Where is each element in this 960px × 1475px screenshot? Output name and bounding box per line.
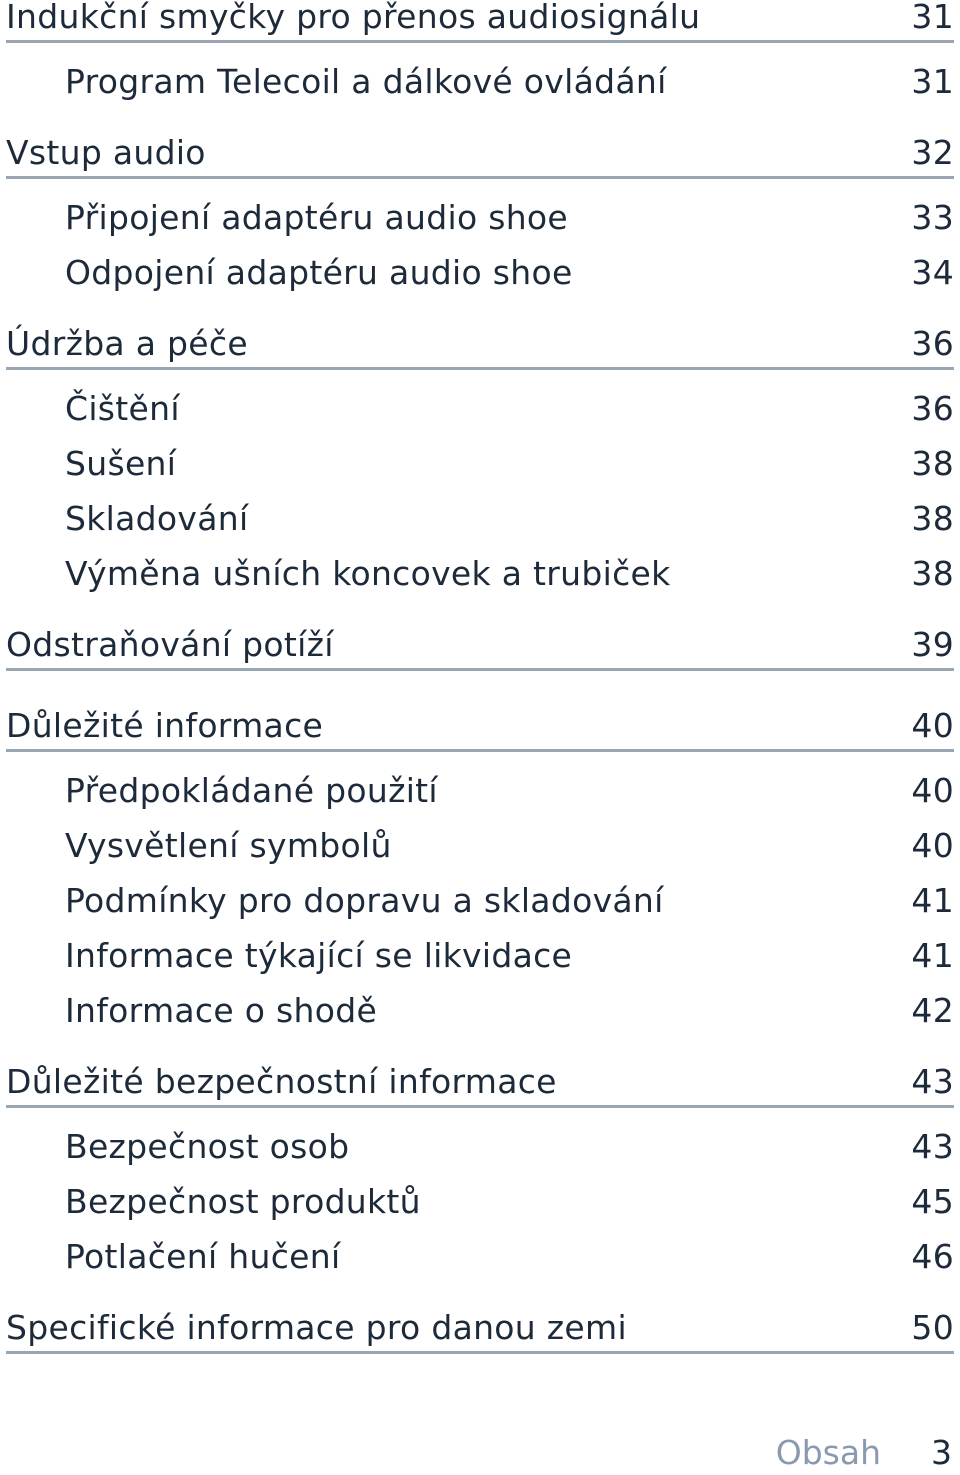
toc-section: Údržba a péče 36 Čištění 36 Sušení 38 Sk… bbox=[6, 327, 954, 601]
toc-entry-title: Předpokládané použití bbox=[65, 771, 438, 810]
toc-entry-title: Bezpečnost osob bbox=[65, 1127, 350, 1166]
toc-entry[interactable]: Informace o shodě 42 bbox=[6, 983, 954, 1038]
toc-entry-title: Program Telecoil a dálkové ovládání bbox=[65, 62, 667, 101]
toc-entry-page: 40 bbox=[911, 771, 954, 810]
toc-heading[interactable]: Specifické informace pro danou zemi 50 bbox=[6, 1311, 954, 1354]
toc-entry-title: Skladování bbox=[65, 499, 249, 538]
toc-heading-page: 36 bbox=[911, 324, 954, 363]
toc-heading-title: Specifické informace pro danou zemi bbox=[6, 1308, 627, 1347]
toc-heading-page: 43 bbox=[911, 1062, 954, 1101]
toc-entry[interactable]: Sušení 38 bbox=[6, 436, 954, 491]
toc-entry[interactable]: Bezpečnost produktů 45 bbox=[6, 1174, 954, 1229]
table-of-contents: Indukční smyčky pro přenos audiosignálu … bbox=[6, 0, 954, 1365]
toc-entry[interactable]: Podmínky pro dopravu a skladování 41 bbox=[6, 873, 954, 928]
toc-entry-title: Výměna ušních koncovek a trubiček bbox=[65, 554, 671, 593]
toc-entry[interactable]: Odpojení adaptéru audio shoe 34 bbox=[6, 245, 954, 300]
toc-entry[interactable]: Bezpečnost osob 43 bbox=[6, 1119, 954, 1174]
toc-entry-page: 33 bbox=[911, 198, 954, 237]
toc-section: Indukční smyčky pro přenos audiosignálu … bbox=[6, 0, 954, 109]
section-label: Obsah bbox=[775, 1433, 881, 1472]
toc-section: Specifické informace pro danou zemi 50 bbox=[6, 1311, 954, 1354]
toc-entry-page: 31 bbox=[911, 62, 954, 101]
toc-heading-title: Vstup audio bbox=[6, 133, 206, 172]
toc-entry[interactable]: Předpokládané použití 40 bbox=[6, 763, 954, 818]
toc-entry[interactable]: Program Telecoil a dálkové ovládání 31 bbox=[6, 54, 954, 109]
toc-entry-page: 43 bbox=[911, 1127, 954, 1166]
toc-entry[interactable]: Připojení adaptéru audio shoe 33 bbox=[6, 190, 954, 245]
toc-section: Důležité informace 40 Předpokládané použ… bbox=[6, 709, 954, 1038]
page-footer: Obsah 3 bbox=[776, 1431, 952, 1475]
toc-entry-title: Čištění bbox=[65, 389, 180, 428]
toc-heading-page: 40 bbox=[911, 706, 954, 745]
toc-heading-title: Údržba a péče bbox=[6, 324, 248, 363]
toc-heading-page: 31 bbox=[911, 0, 954, 36]
toc-entry-title: Vysvětlení symbolů bbox=[65, 826, 392, 865]
toc-entry[interactable]: Skladování 38 bbox=[6, 491, 954, 546]
toc-heading[interactable]: Odstraňování potíží 39 bbox=[6, 628, 954, 671]
toc-entry[interactable]: Vysvětlení symbolů 40 bbox=[6, 818, 954, 873]
toc-entry-page: 38 bbox=[911, 499, 954, 538]
toc-entry[interactable]: Informace týkající se likvidace 41 bbox=[6, 928, 954, 983]
toc-section: Odstraňování potíží 39 bbox=[6, 628, 954, 671]
toc-entry-page: 34 bbox=[911, 253, 954, 292]
toc-section: Důležité bezpečnostní informace 43 Bezpe… bbox=[6, 1065, 954, 1284]
toc-entry-page: 38 bbox=[911, 444, 954, 483]
toc-entry-page: 42 bbox=[911, 991, 954, 1030]
toc-entry-title: Odpojení adaptéru audio shoe bbox=[65, 253, 573, 292]
toc-heading[interactable]: Důležité bezpečnostní informace 43 bbox=[6, 1065, 954, 1108]
toc-entry-title: Podmínky pro dopravu a skladování bbox=[65, 881, 664, 920]
toc-heading-page: 50 bbox=[911, 1308, 954, 1347]
toc-entry-page: 36 bbox=[911, 389, 954, 428]
toc-entry-title: Potlačení hučení bbox=[65, 1237, 341, 1276]
toc-heading-page: 32 bbox=[911, 133, 954, 172]
toc-heading-page: 39 bbox=[911, 625, 954, 664]
toc-heading[interactable]: Údržba a péče 36 bbox=[6, 327, 954, 370]
toc-heading-title: Indukční smyčky pro přenos audiosignálu bbox=[6, 0, 701, 36]
toc-entry-title: Bezpečnost produktů bbox=[65, 1182, 421, 1221]
toc-heading-title: Důležité bezpečnostní informace bbox=[6, 1062, 557, 1101]
toc-entry[interactable]: Čištění 36 bbox=[6, 381, 954, 436]
toc-entry-title: Sušení bbox=[65, 444, 177, 483]
toc-heading[interactable]: Vstup audio 32 bbox=[6, 136, 954, 179]
toc-entry[interactable]: Potlačení hučení 46 bbox=[6, 1229, 954, 1284]
toc-entry-page: 41 bbox=[911, 881, 954, 920]
toc-entry-title: Informace o shodě bbox=[65, 991, 378, 1030]
toc-entry-title: Informace týkající se likvidace bbox=[65, 936, 573, 975]
toc-entry[interactable]: Výměna ušních koncovek a trubiček 38 bbox=[6, 546, 954, 601]
toc-heading-title: Důležité informace bbox=[6, 706, 324, 745]
toc-heading[interactable]: Důležité informace 40 bbox=[6, 709, 954, 752]
toc-entry-page: 41 bbox=[911, 936, 954, 975]
toc-section: Vstup audio 32 Připojení adaptéru audio … bbox=[6, 136, 954, 300]
toc-heading-title: Odstraňování potíží bbox=[6, 625, 334, 664]
toc-entry-title: Připojení adaptéru audio shoe bbox=[65, 198, 569, 237]
toc-entry-page: 45 bbox=[911, 1182, 954, 1221]
toc-entry-page: 38 bbox=[911, 554, 954, 593]
toc-heading[interactable]: Indukční smyčky pro přenos audiosignálu … bbox=[6, 0, 954, 43]
page-number: 3 bbox=[931, 1433, 952, 1472]
toc-entry-page: 40 bbox=[911, 826, 954, 865]
toc-entry-page: 46 bbox=[911, 1237, 954, 1276]
